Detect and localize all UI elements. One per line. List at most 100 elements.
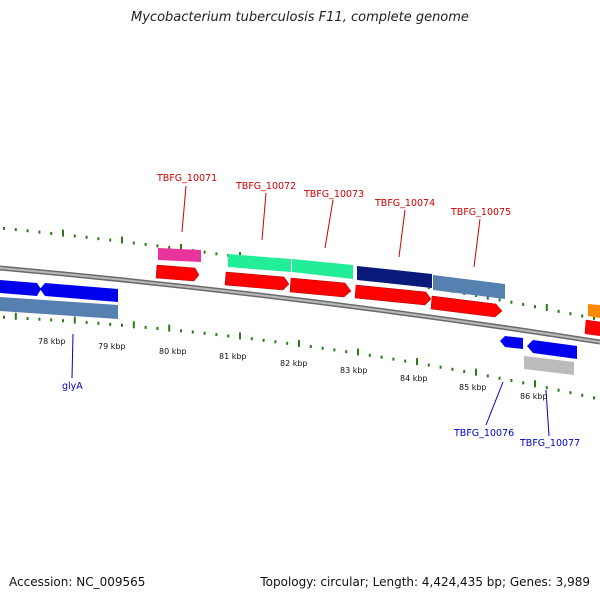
- minor-tick: [26, 317, 29, 320]
- major-tick: [534, 380, 536, 388]
- minor-tick: [203, 331, 206, 335]
- minor-tick: [380, 355, 383, 359]
- gene-bar-grey: [524, 356, 574, 375]
- minor-tick: [215, 333, 218, 337]
- minor-tick: [593, 316, 595, 320]
- gene-bar-tbfg-10073[interactable]: [292, 259, 353, 279]
- minor-tick: [463, 370, 466, 373]
- minor-tick: [581, 393, 584, 397]
- minor-tick: [286, 341, 289, 345]
- minor-tick: [545, 386, 548, 390]
- minor-tick: [392, 357, 395, 361]
- minor-tick: [345, 350, 348, 354]
- minor-tick: [3, 315, 5, 319]
- accession-text: Accession: NC_009565: [9, 575, 146, 589]
- major-tick: [73, 316, 76, 324]
- minor-tick: [522, 381, 525, 385]
- gene-arrow-gly[interactable]: [40, 283, 118, 302]
- gene-label-tbfg-10071[interactable]: TBFG_10071: [156, 173, 217, 184]
- scale-labels: 78 kbp 79 kbp 80 kbp 81 kbp 82 kbp 83 kb…: [38, 337, 548, 401]
- minor-tick: [522, 302, 525, 306]
- minor-tick: [569, 312, 572, 316]
- scale-label: 78 kbp: [38, 337, 66, 346]
- minor-tick: [144, 325, 147, 329]
- major-tick: [475, 368, 477, 376]
- cds-arrow: [430, 295, 503, 318]
- minor-tick: [50, 318, 53, 322]
- gene-label-tbfg-10074[interactable]: TBFG_10074: [374, 198, 435, 209]
- minor-tick: [250, 337, 253, 341]
- cds-arrow-right: [585, 321, 600, 336]
- cds-arrow: [155, 264, 200, 282]
- minor-tick: [451, 367, 454, 371]
- minor-tick: [144, 242, 147, 246]
- minor-tick: [97, 237, 100, 241]
- gene-label-tbfg-10072[interactable]: TBFG_10072: [235, 181, 296, 192]
- gene-arrow-tbfg-10076[interactable]: [500, 336, 523, 349]
- minor-tick: [85, 320, 88, 324]
- scale-label: 86 kbp: [520, 392, 548, 401]
- gene-bar-tbfg-10075[interactable]: [433, 275, 505, 299]
- scale-label: 85 kbp: [459, 383, 487, 392]
- minor-tick: [309, 345, 312, 348]
- gene-bar-tbfg-10074[interactable]: [357, 266, 432, 288]
- minor-tick: [50, 231, 53, 235]
- minor-tick: [38, 230, 41, 234]
- gene-reverse-track: [0, 280, 600, 375]
- minor-tick: [475, 294, 477, 297]
- minor-tick: [510, 379, 513, 382]
- minor-tick: [73, 234, 76, 238]
- minor-tick: [498, 376, 501, 380]
- minor-tick: [215, 252, 218, 256]
- cds-arrow: [289, 277, 352, 298]
- gene-label-tbfg-10073[interactable]: TBFG_10073: [303, 189, 364, 200]
- major-tick: [121, 236, 123, 244]
- minor-tick: [321, 346, 324, 350]
- scale-label: 82 kbp: [280, 359, 308, 368]
- minor-tick: [109, 322, 112, 326]
- minor-tick: [274, 340, 277, 344]
- gene-label-tbfg-10077[interactable]: TBFG_10077: [519, 438, 580, 449]
- gene-label-glya[interactable]: glyA: [62, 381, 83, 392]
- minor-tick: [85, 235, 88, 239]
- major-tick: [62, 229, 64, 237]
- major-tick: [298, 339, 300, 347]
- gene-bar-tbfg-10071[interactable]: [158, 248, 201, 262]
- major-tick: [416, 358, 418, 366]
- minor-tick: [510, 300, 513, 304]
- minor-tick: [427, 363, 430, 367]
- minor-tick: [121, 323, 123, 327]
- minor-tick: [333, 348, 336, 352]
- map-title: Mycobacterium tuberculosis F11, complete…: [131, 10, 469, 25]
- gene-arrow-tbfg-10077[interactable]: [527, 340, 577, 359]
- minor-tick: [62, 319, 64, 323]
- minor-tick: [203, 250, 206, 254]
- major-tick: [357, 348, 359, 356]
- minor-tick: [14, 228, 17, 232]
- gene-label-tbfg-10075[interactable]: TBFG_10075: [450, 207, 511, 218]
- minor-tick: [191, 330, 194, 334]
- scale-label: 81 kbp: [219, 352, 247, 361]
- minor-tick: [26, 229, 29, 233]
- gene-bar-orange[interactable]: [588, 304, 600, 318]
- gene-arrow-left[interactable]: [0, 280, 41, 296]
- major-tick: [14, 312, 17, 320]
- gene-bar-tbfg-10072[interactable]: [228, 254, 291, 272]
- minor-tick: [557, 309, 560, 313]
- minor-tick: [156, 244, 159, 248]
- scale-label: 83 kbp: [340, 366, 368, 375]
- minor-tick: [498, 298, 501, 302]
- minor-tick: [581, 314, 584, 318]
- minor-tick: [557, 388, 560, 392]
- major-tick: [180, 244, 182, 251]
- gene-label-tbfg-10076[interactable]: TBFG_10076: [453, 428, 514, 439]
- major-tick: [239, 332, 241, 340]
- minor-tick: [439, 365, 442, 369]
- minor-tick: [262, 338, 265, 342]
- minor-tick: [534, 305, 536, 309]
- minor-tick: [38, 317, 41, 321]
- cds-arrow: [224, 271, 290, 291]
- minor-tick: [168, 245, 171, 249]
- gene-bar-steel: [0, 297, 118, 319]
